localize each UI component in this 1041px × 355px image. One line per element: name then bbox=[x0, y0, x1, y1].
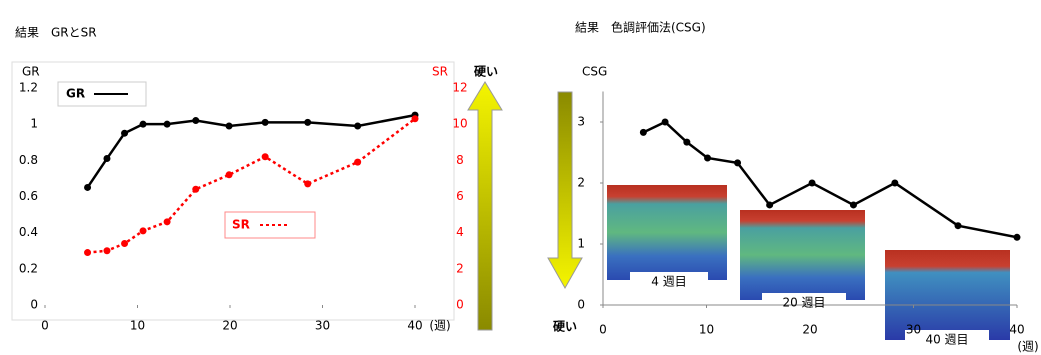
sample-image bbox=[740, 210, 865, 300]
data-point bbox=[192, 117, 199, 124]
y2-tick-label: 6 bbox=[456, 189, 464, 203]
x-tick-label: 0 bbox=[599, 323, 607, 337]
data-point bbox=[662, 119, 669, 126]
arrow-up bbox=[468, 82, 502, 330]
y2-tick-label: 12 bbox=[452, 81, 467, 95]
y-tick-label: 1.2 bbox=[19, 81, 38, 95]
y2-tick-label: 8 bbox=[456, 153, 464, 167]
y-tick-label: 0.4 bbox=[19, 225, 38, 239]
data-point bbox=[891, 180, 898, 187]
y-tick-label: 0 bbox=[577, 298, 585, 312]
y-tick-label: 1 bbox=[577, 237, 585, 251]
x-axis-label: (週) bbox=[429, 319, 450, 333]
image-label: 4 週目 bbox=[651, 275, 686, 289]
data-point bbox=[809, 180, 816, 187]
legend-label: SR bbox=[232, 218, 250, 232]
data-point bbox=[262, 153, 269, 160]
legend-label: GR bbox=[66, 87, 85, 101]
data-point bbox=[164, 218, 171, 225]
data-point bbox=[84, 249, 91, 256]
data-point bbox=[226, 171, 233, 178]
sample-image bbox=[607, 185, 727, 280]
data-point bbox=[640, 129, 647, 136]
data-point bbox=[103, 155, 110, 162]
x-tick-label: 10 bbox=[130, 319, 145, 333]
series-line bbox=[88, 115, 415, 187]
image-label: 20 週目 bbox=[782, 296, 825, 310]
x-tick-label: 30 bbox=[315, 319, 330, 333]
x-tick-label: 40 bbox=[407, 319, 422, 333]
y-axis-label: CSG bbox=[582, 65, 607, 79]
x-tick-label: 0 bbox=[41, 319, 49, 333]
y-tick-label: 0.2 bbox=[19, 261, 38, 275]
data-point bbox=[164, 121, 171, 128]
data-point bbox=[262, 119, 269, 126]
x-tick-label: 40 bbox=[1009, 323, 1024, 337]
y-tick-label: 1 bbox=[30, 117, 38, 131]
x-tick-label: 10 bbox=[699, 323, 714, 337]
data-point bbox=[121, 240, 128, 247]
x-tick-label: 20 bbox=[802, 323, 817, 337]
y-axis-label: GR bbox=[22, 65, 40, 79]
annotation: 硬い bbox=[474, 65, 498, 79]
data-point bbox=[192, 186, 199, 193]
data-point bbox=[766, 201, 773, 208]
data-point bbox=[121, 130, 128, 137]
data-point bbox=[354, 122, 361, 129]
y-tick-label: 2 bbox=[577, 176, 585, 190]
data-point bbox=[304, 119, 311, 126]
data-point bbox=[103, 247, 110, 254]
y2-tick-label: 10 bbox=[452, 117, 467, 131]
data-point bbox=[226, 122, 233, 129]
data-point bbox=[140, 227, 147, 234]
image-label: 40 週目 bbox=[925, 333, 968, 347]
x-tick-label: 20 bbox=[222, 319, 237, 333]
data-point bbox=[1014, 234, 1021, 241]
y2-tick-label: 0 bbox=[456, 298, 464, 312]
data-point bbox=[850, 201, 857, 208]
y2-tick-label: 4 bbox=[456, 225, 464, 239]
data-point bbox=[734, 159, 741, 166]
data-point bbox=[704, 154, 711, 161]
slide: 結果 GRとSRGRSR(週)硬い01020304000.20.40.60.81… bbox=[0, 0, 1041, 355]
data-point bbox=[412, 115, 419, 122]
x-tick-label: 30 bbox=[906, 323, 921, 337]
y2-tick-label: 2 bbox=[456, 261, 464, 275]
data-point bbox=[84, 184, 91, 191]
y-tick-label: 0 bbox=[30, 298, 38, 312]
chart-title: 結果 GRとSR bbox=[15, 26, 97, 40]
chart-title: 結果 色調評価法(CSG) bbox=[575, 20, 706, 35]
y-tick-label: 0.8 bbox=[19, 153, 38, 167]
y-tick-label: 3 bbox=[577, 115, 585, 129]
data-point bbox=[955, 222, 962, 229]
data-point bbox=[683, 139, 690, 146]
data-point bbox=[140, 121, 147, 128]
annotation: 硬い bbox=[553, 320, 577, 334]
data-point bbox=[304, 180, 311, 187]
y-tick-label: 0.6 bbox=[19, 189, 38, 203]
x-axis-label: (週) bbox=[1017, 340, 1038, 354]
data-point bbox=[354, 159, 361, 166]
y2-axis-label: SR bbox=[432, 65, 448, 79]
sample-image bbox=[885, 250, 1010, 340]
